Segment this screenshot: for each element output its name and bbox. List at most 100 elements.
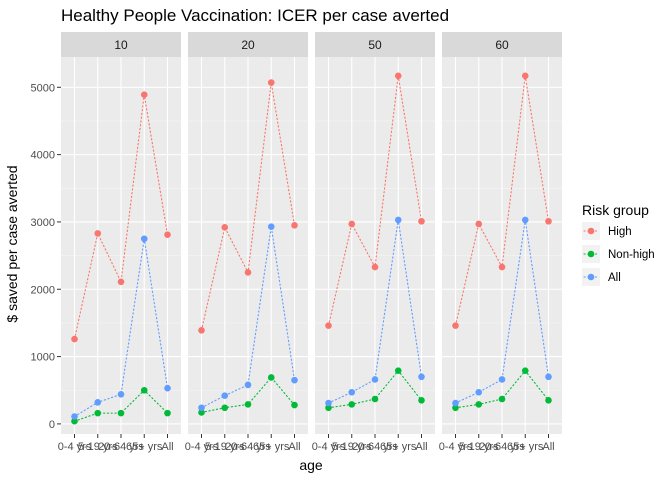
- x-tick-label: 20-64 yrs: [225, 441, 271, 453]
- data-point-all: [291, 376, 298, 384]
- data-point-high: [475, 220, 483, 228]
- legend-key-point: [587, 250, 595, 258]
- data-point-high: [291, 222, 298, 229]
- x-tick-label: 20-64 yrs: [352, 441, 398, 453]
- legend-item-high: High: [582, 222, 632, 240]
- data-point-non-high: [221, 404, 229, 412]
- legend-item-non-high: Non-high: [582, 245, 655, 263]
- data-point-non-high: [394, 367, 402, 375]
- x-tick-label: 65+ yrs: [507, 441, 544, 453]
- data-point-all: [71, 413, 78, 420]
- data-point-high: [71, 335, 78, 343]
- facet-strip: [188, 32, 308, 57]
- facet-strip: [442, 32, 562, 57]
- data-point-all: [140, 235, 148, 243]
- data-point-high: [94, 230, 102, 237]
- data-point-high: [452, 322, 459, 329]
- facet-strip-label: 10: [114, 38, 128, 52]
- y-axis-title: $ saved per case averted: [4, 165, 20, 322]
- data-point-high: [325, 322, 332, 329]
- x-tick-label: 0-4 yrs: [439, 441, 473, 453]
- data-point-all: [164, 384, 171, 392]
- data-point-all: [267, 223, 275, 230]
- data-point-non-high: [545, 397, 552, 404]
- facet-strip: [61, 32, 181, 57]
- legend-title: Risk group: [582, 202, 649, 218]
- x-tick-label: 65+ yrs: [380, 441, 417, 453]
- x-tick-label: 5-19 yrs: [205, 441, 245, 453]
- data-point-non-high: [418, 397, 425, 404]
- y-tick-label: 3000: [31, 217, 55, 229]
- x-tick-label: All: [542, 441, 554, 453]
- data-point-non-high: [498, 395, 506, 403]
- data-point-all: [325, 399, 332, 407]
- data-point-all: [521, 216, 529, 224]
- data-point-all: [348, 388, 356, 396]
- x-tick-label: 65+ yrs: [126, 441, 163, 453]
- chart-title: Healthy People Vaccination: ICER per cas…: [61, 6, 449, 25]
- data-point-non-high: [117, 409, 125, 417]
- legend: Risk group High Non-high All: [582, 202, 655, 286]
- data-point-non-high: [164, 409, 171, 417]
- data-point-all: [94, 399, 102, 406]
- data-point-non-high: [198, 409, 205, 416]
- data-point-all: [452, 399, 459, 407]
- data-point-all: [117, 390, 125, 398]
- facet-strip-label: 50: [368, 38, 382, 52]
- data-point-all: [545, 373, 552, 381]
- x-tick-label: 5-19 yrs: [332, 441, 372, 453]
- legend-item-all: All: [582, 268, 621, 286]
- y-tick-label: 2000: [31, 284, 55, 296]
- data-point-high: [371, 263, 379, 271]
- x-tick-label: 0-4 yrs: [58, 441, 92, 453]
- x-tick-label: 5-19 yrs: [78, 441, 118, 453]
- series-line-all: [73, 238, 169, 418]
- data-point-high: [117, 278, 125, 286]
- facet-strip-label: 60: [495, 38, 509, 52]
- data-point-non-high: [452, 404, 459, 412]
- y-tick-label: 1000: [31, 352, 55, 364]
- data-point-all: [244, 381, 252, 389]
- series-line-non-high: [454, 369, 550, 409]
- data-point-high: [267, 79, 275, 86]
- data-point-high: [498, 263, 506, 271]
- data-point-high: [348, 220, 356, 228]
- data-point-all: [475, 388, 483, 396]
- series-line-all: [327, 219, 423, 404]
- facet-strip-label: 20: [241, 38, 255, 52]
- data-point-high: [244, 269, 252, 276]
- data-point-all: [394, 216, 402, 224]
- facet-strip: [315, 32, 435, 57]
- legend-label: High: [608, 226, 632, 238]
- data-point-high: [418, 217, 425, 225]
- data-point-non-high: [291, 401, 298, 409]
- data-point-non-high: [475, 401, 483, 408]
- data-point-non-high: [71, 417, 78, 425]
- data-point-high: [221, 224, 229, 231]
- series-line-all: [454, 219, 550, 404]
- data-point-non-high: [94, 409, 102, 417]
- y-tick-label: 5000: [31, 82, 55, 94]
- x-tick-label: All: [415, 441, 427, 453]
- data-point-non-high: [267, 374, 275, 381]
- data-point-high: [164, 231, 171, 239]
- data-point-non-high: [521, 367, 529, 375]
- data-point-all: [418, 373, 425, 381]
- series-line-all: [200, 226, 296, 409]
- y-axis: 0 1000 2000 3000 4000 5000: [31, 82, 61, 431]
- data-point-high: [394, 72, 402, 80]
- x-tick-label: 5-19 yrs: [459, 441, 499, 453]
- legend-key-point: [587, 273, 595, 281]
- x-tick-label: 0-4 yrs: [185, 441, 219, 453]
- series-line-non-high: [327, 369, 423, 409]
- y-tick-label: 0: [49, 419, 55, 431]
- y-tick-label: 4000: [31, 150, 55, 162]
- data-point-all: [498, 376, 506, 383]
- data-point-high: [140, 91, 148, 98]
- legend-key-point: [587, 227, 595, 235]
